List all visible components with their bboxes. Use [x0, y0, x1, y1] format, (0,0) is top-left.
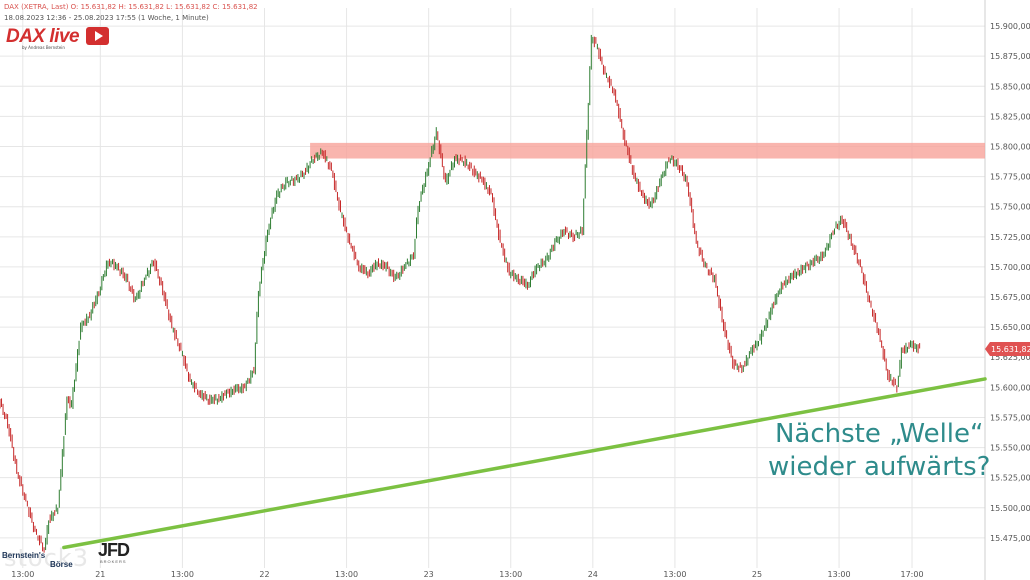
y-tick-label: 15.850,00 — [990, 82, 1030, 91]
chart-header-title: DAX (XETRA, Last) O: 15.631,82 H: 15.631… — [4, 3, 258, 11]
dax-live-logo: DAX live by Andreas Bernstein — [6, 26, 109, 50]
annotation-line-1: Nächste „Welle“ — [774, 419, 984, 449]
y-tick-label: 15.875,00 — [990, 52, 1030, 61]
x-tick-label: 13:00 — [171, 570, 194, 579]
y-tick-label: 15.500,00 — [990, 504, 1030, 513]
x-tick-label: 25 — [752, 570, 762, 579]
last-price-label: 15.631,82 — [991, 345, 1030, 354]
y-tick-label: 15.825,00 — [990, 112, 1030, 121]
y-tick-label: 15.575,00 — [990, 413, 1030, 422]
x-tick-label: 24 — [588, 570, 598, 579]
resistance-zone-layer — [310, 142, 985, 159]
chart-grid — [0, 0, 986, 580]
x-tick-label: 13:00 — [499, 570, 522, 579]
stock3-watermark: stock3 — [4, 544, 89, 572]
x-tick-label: 17:00 — [901, 570, 924, 579]
x-tick-label: 23 — [424, 570, 434, 579]
last-price-tag — [985, 342, 1030, 357]
y-tick-label: 15.675,00 — [990, 293, 1030, 302]
price-series — [0, 34, 921, 553]
chart-header-range: 18.08.2023 12:36 - 25.08.2023 17:55 (1 W… — [4, 14, 209, 22]
x-tick-label: 13:00 — [663, 570, 686, 579]
y-tick-label: 15.600,00 — [990, 383, 1030, 392]
play-icon — [86, 27, 109, 45]
resistance-zone — [310, 142, 985, 159]
bernstein-logo-2: Börse — [50, 560, 73, 569]
x-tick-label: 13:00 — [828, 570, 851, 579]
x-tick-label: 22 — [259, 570, 269, 579]
x-tick-label: 13:00 — [11, 570, 34, 579]
y-tick-label: 15.800,00 — [990, 142, 1030, 151]
y-tick-label: 15.625,00 — [990, 353, 1030, 362]
x-tick-label: 13:00 — [335, 570, 358, 579]
support-trendline — [62, 377, 987, 550]
y-tick-label: 15.650,00 — [990, 323, 1030, 332]
y-tick-label: 15.725,00 — [990, 233, 1030, 242]
y-tick-label: 15.475,00 — [990, 534, 1030, 543]
y-tick-label: 15.900,00 — [990, 22, 1030, 31]
y-tick-label: 15.775,00 — [990, 173, 1030, 182]
logo-byline: by Andreas Bernstein — [22, 45, 65, 50]
annotation-line-2: wieder aufwärts? — [768, 452, 991, 482]
logo-title: DAX live — [6, 26, 80, 47]
y-axis: 15.475,00 15.500,00 15.525,00 15.550,00 15.5… — [990, 22, 1030, 543]
support-line-layer — [62, 377, 987, 550]
jfd-logo: JFD — [98, 540, 130, 560]
x-tick-label: 21 — [95, 570, 105, 579]
price-tag-layer: 15.631,82 — [985, 342, 1030, 357]
chart-annotation: Nächste „Welle“ wieder aufwärts? — [768, 418, 990, 484]
y-tick-label: 15.550,00 — [990, 444, 1030, 453]
y-tick-label: 15.525,00 — [990, 474, 1030, 483]
x-axis: 13:00 21 13:00 22 13:00 23 13:00 24 13:00 25 13:00… — [11, 570, 923, 579]
y-tick-label: 15.750,00 — [990, 203, 1030, 212]
y-tick-label: 15.700,00 — [990, 263, 1030, 272]
bernstein-logo-1: Bernstein's — [2, 551, 46, 560]
jfd-logo-sub: BROKERS — [100, 559, 127, 564]
